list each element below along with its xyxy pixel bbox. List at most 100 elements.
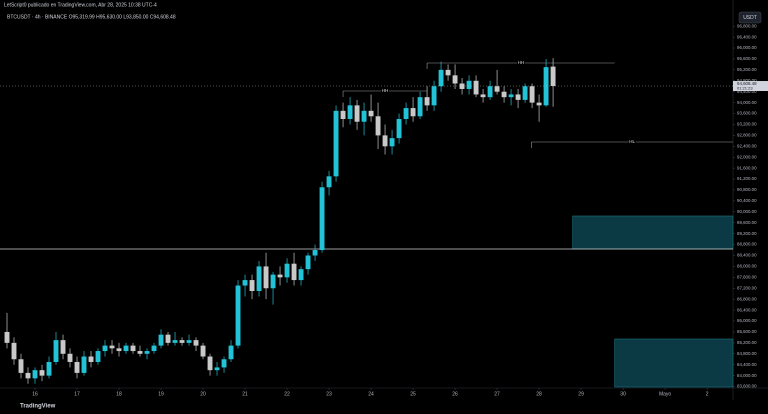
candle-body [200, 345, 206, 357]
candle-body [228, 345, 234, 360]
y-tick-label: 84,800.00 [737, 351, 757, 356]
y-tick-label: 87,200.00 [737, 285, 757, 290]
x-tick-label: 30 [620, 391, 626, 397]
y-tick-label: 92,800.00 [737, 133, 757, 138]
candle-body [53, 340, 59, 362]
candle-body [382, 135, 388, 147]
candle-body [81, 356, 87, 373]
candle-body [438, 69, 444, 87]
candle-body [515, 94, 521, 100]
x-tick-label: 26 [452, 391, 458, 397]
x-tick-label: 20 [200, 391, 206, 397]
candle-body [186, 340, 192, 343]
candle-body [305, 255, 311, 270]
x-tick-label: 18 [116, 391, 122, 397]
candle-body [95, 351, 101, 362]
x-tick-label: 27 [494, 391, 500, 397]
candle-body [424, 97, 430, 106]
candle-body [235, 285, 241, 346]
y-tick-label: 94,400.00 [737, 89, 757, 94]
x-tick-label: 22 [284, 391, 290, 397]
candle-body [445, 69, 451, 76]
x-tick-label: 28 [536, 391, 542, 397]
y-tick-label: 90,800.00 [737, 187, 757, 192]
last-price-label: 94,608.48 [737, 81, 757, 86]
candle-body [144, 351, 150, 354]
watermark: TradingView [20, 404, 56, 410]
y-tick-label: 92,400.00 [737, 143, 757, 148]
candle-body [291, 263, 297, 281]
x-tick-label: 29 [578, 391, 584, 397]
y-tick-label: 84,400.00 [737, 362, 757, 367]
candle-body [375, 116, 381, 136]
x-tick-label: 21 [242, 391, 248, 397]
candle-body [256, 266, 262, 291]
candle-body [32, 370, 38, 379]
candle-body [130, 345, 136, 352]
candle-body [214, 367, 220, 371]
candle-body [494, 86, 500, 92]
candle-body [354, 105, 360, 122]
zone [572, 215, 734, 250]
y-tick-label: 88,000.00 [737, 264, 757, 269]
candle-body [522, 86, 528, 100]
y-tick-label: 94,800.00 [737, 78, 757, 83]
y-tick-label: 88,800.00 [737, 242, 757, 247]
y-tick-label: 85,200.00 [737, 340, 757, 345]
last-price-box [733, 81, 768, 92]
candle-body [151, 345, 157, 352]
candle-body [403, 108, 409, 120]
candle-body [368, 110, 374, 117]
candle-body [487, 86, 493, 98]
candle-body [74, 361, 80, 373]
x-tick-label: 24 [368, 391, 374, 397]
candle-body [480, 94, 486, 98]
candle-body [312, 250, 318, 256]
candle-body [102, 345, 108, 352]
candle-body [361, 110, 367, 122]
candle-body [417, 97, 423, 117]
y-tick-label: 94,000.00 [737, 100, 757, 105]
symbol-info: BTCUSDT · 4h · BINANCE O95,319.99 H95,63… [7, 14, 176, 20]
y-tick-label: 86,400.00 [737, 307, 757, 312]
candle-body [249, 280, 255, 291]
y-tick-label: 95,200.00 [737, 67, 757, 72]
candle-body [473, 80, 479, 95]
candle-body [529, 86, 535, 103]
level-label: HH [382, 88, 389, 93]
candle-body [137, 351, 143, 354]
candle-body [270, 274, 276, 289]
candle-body [67, 353, 73, 362]
candle-body [193, 340, 199, 346]
countdown: 01:21:23 [737, 86, 753, 91]
candle-body [319, 187, 325, 251]
candle-body [347, 105, 353, 120]
currency-button[interactable] [738, 11, 762, 24]
candle-body [410, 108, 416, 117]
x-tick-label: 2 [706, 391, 709, 397]
y-tick-label: 90,000.00 [737, 209, 757, 214]
y-tick-label: 93,200.00 [737, 122, 757, 127]
candle-body [431, 86, 437, 106]
candle-body [284, 263, 290, 278]
x-tick-label: 25 [410, 391, 416, 397]
y-tick-label: 96,400.00 [737, 34, 757, 39]
candle-body [389, 138, 395, 147]
y-tick-label: 87,600.00 [737, 274, 757, 279]
candle-body [501, 91, 507, 98]
y-tick-label: 90,400.00 [737, 198, 757, 203]
y-tick-label: 89,600.00 [737, 220, 757, 225]
candle-body [39, 370, 45, 376]
publisher: LetScript0 publicado en TradingView.com,… [4, 2, 157, 8]
candle-body [536, 102, 542, 106]
level-label: HL [629, 139, 635, 144]
y-tick-label: 93,600.00 [737, 111, 757, 116]
candle-body [242, 280, 248, 286]
candle-body [508, 94, 514, 98]
candle-body [298, 269, 304, 281]
candle-body [452, 75, 458, 84]
x-tick-label: 16 [32, 391, 38, 397]
x-tick-label: Mayo [659, 391, 671, 397]
candle-body [207, 356, 213, 371]
